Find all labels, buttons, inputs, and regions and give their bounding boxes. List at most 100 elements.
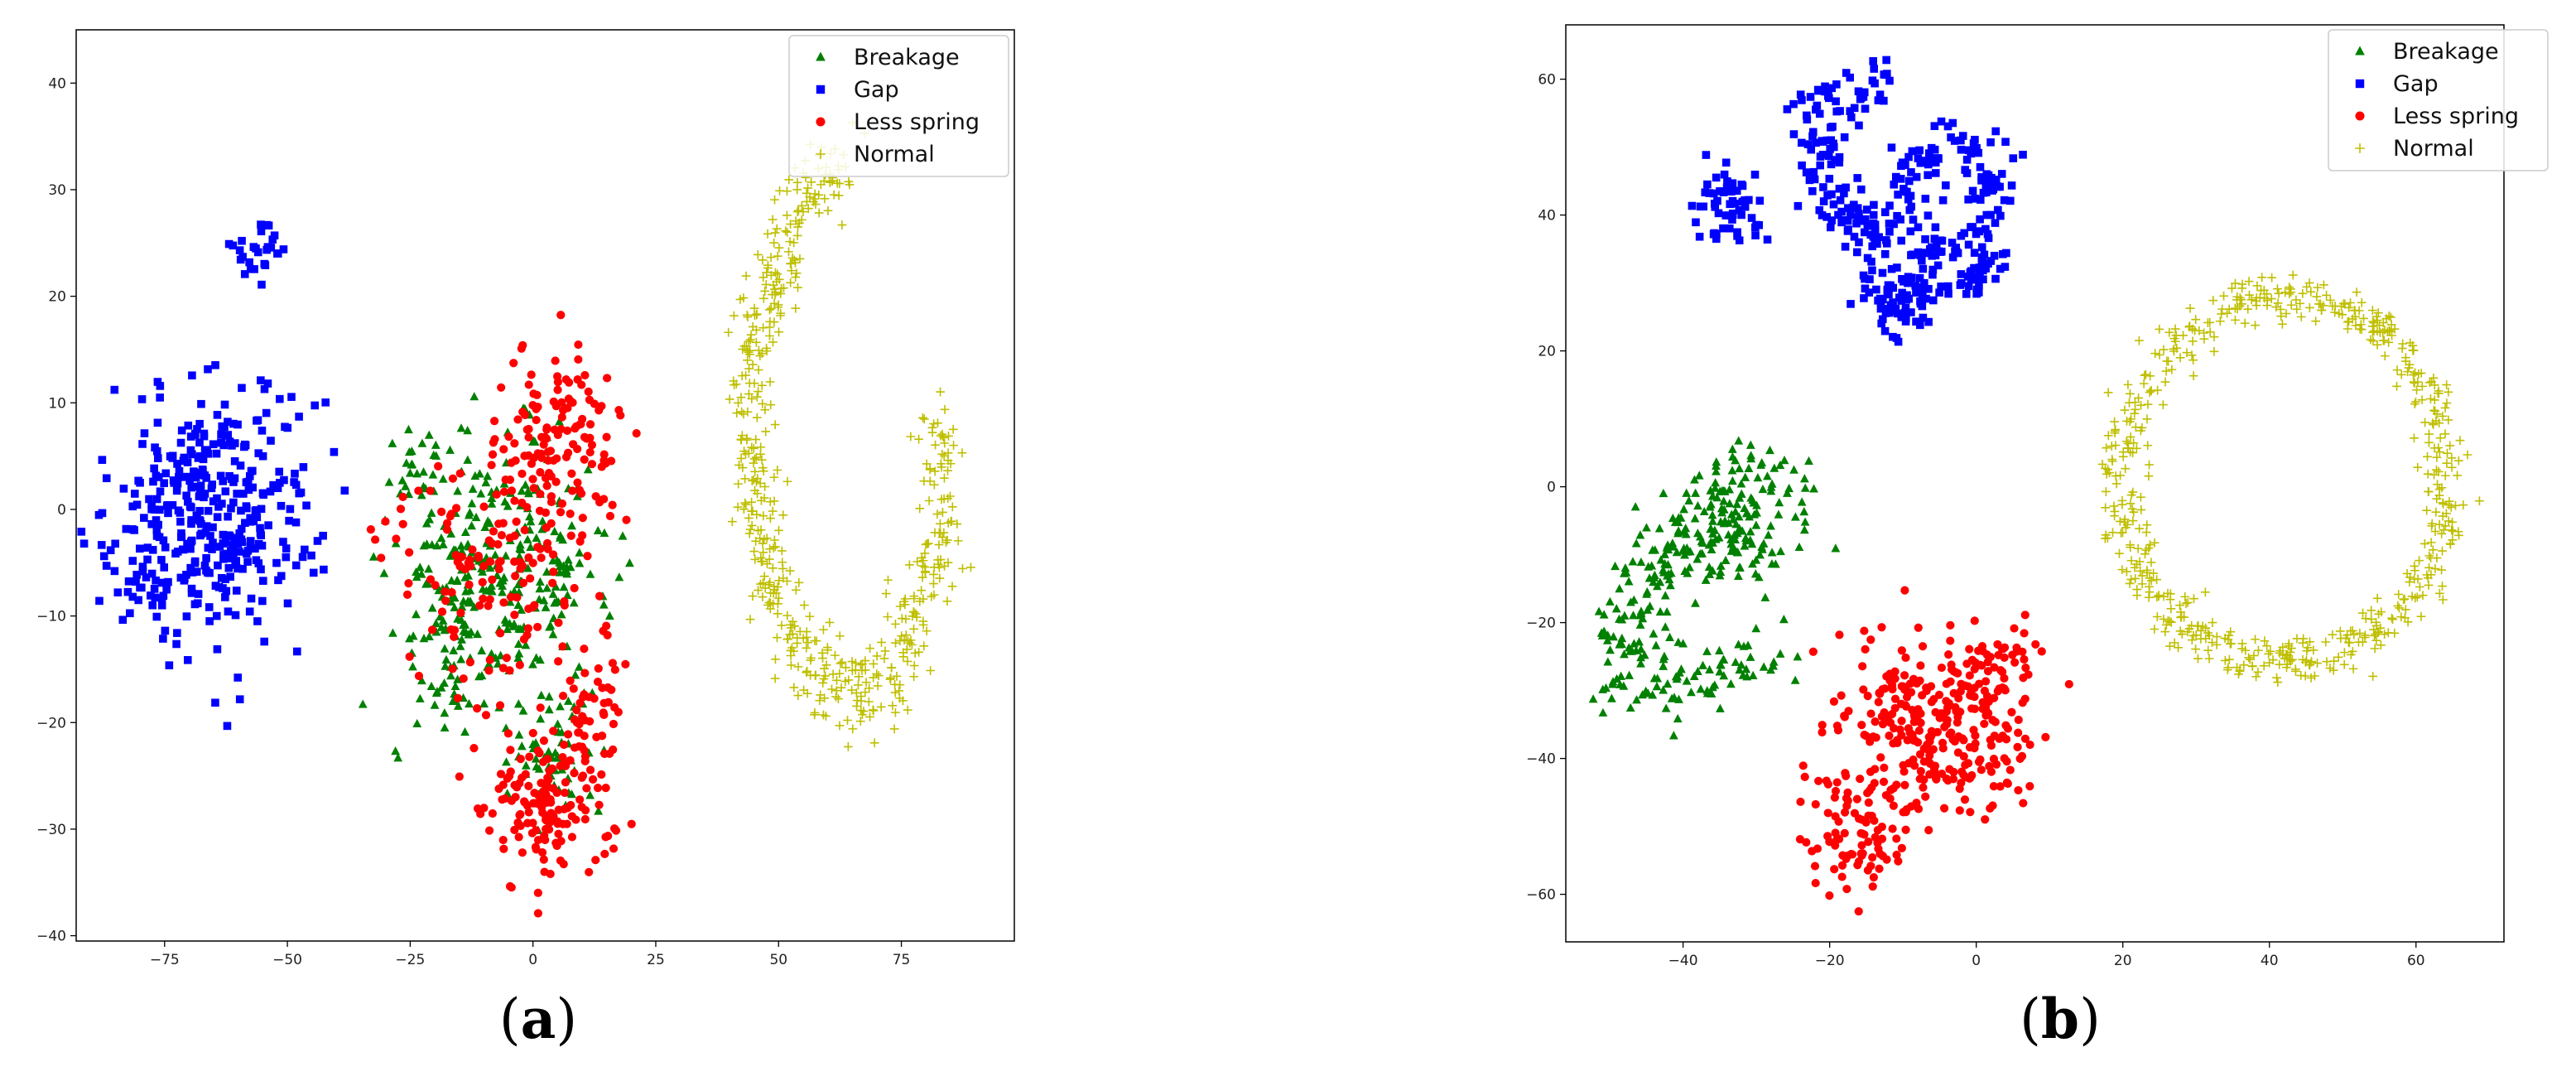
legend-item: Less spring [2355,104,2519,129]
data-point [529,436,538,445]
data-point [763,229,773,239]
data-point [1890,703,1899,713]
data-point [1823,191,1832,200]
data-point [2410,433,2419,443]
data-point [515,660,524,669]
data-point [2259,661,2269,671]
data-point [1745,195,1753,205]
data-point [469,744,479,753]
data-point [2166,604,2176,614]
data-point [1935,288,1943,297]
data-point [213,494,221,503]
data-point [599,450,609,459]
data-point [2318,280,2328,290]
data-point [1841,216,1849,224]
data-point [762,268,772,278]
data-point [1713,196,1721,205]
data-point [784,247,793,257]
data-point [542,782,551,791]
data-point [2291,295,2301,305]
data-point [1951,247,1959,256]
data-point [1741,472,1750,481]
data-point [431,581,440,590]
data-point [760,405,770,415]
data-point [2376,640,2386,650]
data-point [1696,202,1705,211]
data-point [518,469,527,479]
data-point [540,831,549,840]
data-point [95,596,104,606]
y-tick-label: 40 [48,75,66,92]
data-point [1955,806,1964,815]
data-point [2160,377,2170,387]
data-point [2455,436,2465,446]
data-point [291,561,301,570]
data-point [2152,612,2162,621]
data-point [1811,878,1820,888]
data-point [102,474,111,483]
y-tick-label: 0 [57,502,66,519]
data-point [555,533,565,542]
data-point [2346,298,2355,307]
data-point [2025,782,2034,791]
data-point [835,631,845,641]
data-point [737,407,747,417]
data-point [2145,460,2154,470]
data-point [902,644,912,654]
data-point [602,621,611,630]
data-point [2246,295,2256,305]
data-point [2399,595,2409,605]
data-point [2128,487,2138,497]
data-point [430,700,440,709]
data-point [234,420,242,429]
data-point [98,509,107,518]
data-point [2273,678,2283,687]
data-point [451,551,460,560]
data-point [212,611,221,620]
data-point [1649,629,1659,638]
data-point [225,554,234,562]
data-point [229,541,237,549]
data-point [461,586,470,596]
data-point [2440,429,2450,439]
data-point [1938,744,1948,753]
data-point [1902,693,1912,702]
data-point [2350,306,2359,315]
data-point [478,584,488,593]
data-point [489,527,498,536]
data-point [843,741,853,751]
data-point [2380,630,2390,640]
data-point [1813,101,1822,110]
data-point [536,468,545,477]
data-point [2196,634,2206,644]
data-point [1810,862,1820,871]
data-point [477,670,487,680]
data-point [605,511,615,521]
data-point [905,638,915,648]
data-point [1990,251,1999,260]
data-point [743,355,752,365]
data-point [1673,526,1683,535]
data-point [498,581,508,590]
data-point [219,530,228,539]
data-point [2204,654,2214,664]
data-point [1732,529,1742,538]
data-point [868,705,878,715]
data-point [456,541,466,550]
data-point [431,627,441,636]
data-point [744,448,754,458]
data-point [1897,843,1906,852]
data-point [1986,210,1995,220]
data-point [183,472,191,481]
data-point [627,819,636,828]
data-point [1843,796,1852,805]
data-point [262,220,272,229]
x-axis-b: −40 −20 0 20 40 60 [1668,942,2425,969]
data-point [563,555,573,564]
data-point [77,528,86,536]
data-point [890,688,900,697]
data-point [735,295,745,304]
data-point [1831,786,1841,796]
data-point [2285,282,2294,292]
data-point [1588,694,1598,703]
